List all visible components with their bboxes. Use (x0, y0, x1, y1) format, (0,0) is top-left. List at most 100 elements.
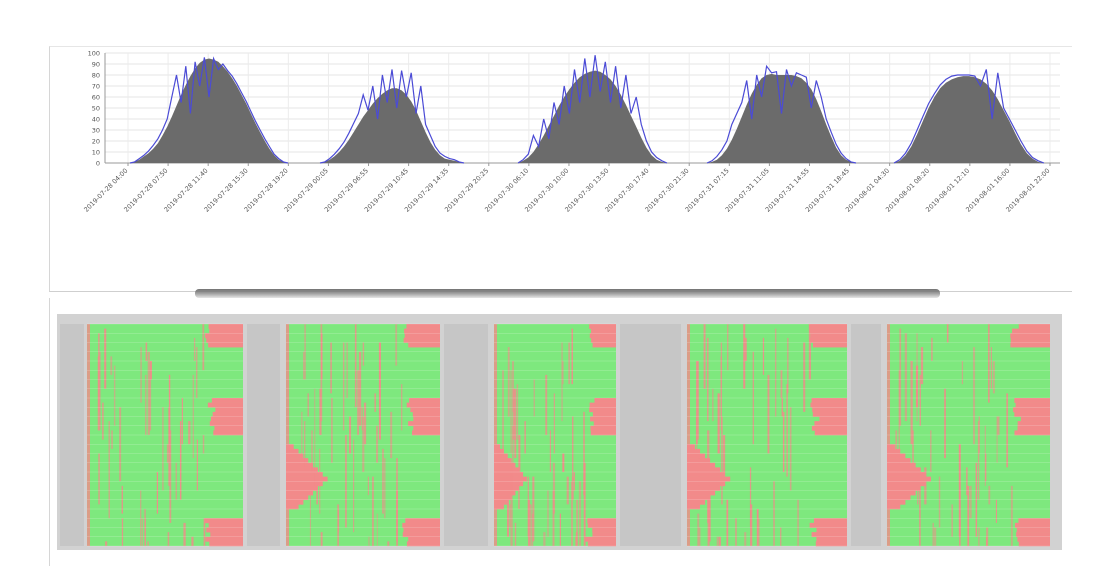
heatmap-cell (1017, 536, 1050, 542)
heatmap-cell (687, 467, 721, 473)
heatmap-streak (696, 361, 698, 445)
heatmap-streak (316, 481, 318, 505)
heatmap-cell (209, 541, 243, 547)
heatmap-streak (744, 337, 747, 361)
panel-divider-shadow (195, 289, 940, 298)
heatmap-cell (409, 398, 440, 403)
heatmap-streak (773, 481, 775, 546)
heatmap-streak (301, 411, 303, 454)
heatmap-cell (887, 485, 921, 491)
heatmap-cell (687, 448, 701, 454)
heatmap-inactive-gap (247, 324, 280, 546)
heatmap-streak (782, 411, 785, 472)
heatmap-cell (411, 430, 440, 436)
heatmap-group-4 (687, 323, 847, 547)
status-heatmap (57, 314, 1062, 550)
heatmap-cell (408, 421, 440, 427)
heatmap-cell (209, 421, 243, 427)
heatmap-cell (1018, 324, 1050, 329)
x-tick-label: 2019-07-31 11:05 (724, 167, 771, 214)
heatmap-streak (141, 518, 143, 546)
heatmap-streak (775, 328, 777, 417)
heatmap-streak (708, 485, 711, 542)
heatmap-cell (1014, 411, 1050, 417)
heatmap-cell (1018, 518, 1050, 524)
heatmap-streak (183, 522, 186, 546)
heatmap-streak (572, 416, 574, 482)
heatmap-cell (1017, 421, 1050, 427)
heatmap-streak (196, 439, 198, 491)
heatmap-inactive-gap (60, 324, 84, 546)
heatmap-streak (374, 393, 377, 412)
heatmap-streak (697, 513, 700, 546)
heatmap-group-1 (87, 323, 243, 547)
heatmap-cell (589, 402, 616, 408)
heatmap-streak (912, 430, 914, 468)
heatmap-streak (758, 518, 760, 546)
heatmap-cell (205, 333, 243, 339)
heatmap-cell (587, 522, 616, 528)
x-tick-label: 2019-07-31 14:55 (764, 167, 811, 214)
heatmap-cell (404, 328, 440, 334)
heatmap-cell (813, 518, 847, 524)
heatmap-streak (353, 439, 355, 533)
heatmap-cell (402, 532, 440, 538)
heatmap-streak (354, 324, 357, 408)
heatmap-cell (587, 541, 616, 547)
heatmap-cell (494, 467, 520, 473)
heatmap-streak (98, 453, 100, 505)
heatmap-cell (413, 425, 440, 431)
heatmap-streak (951, 504, 953, 537)
line-day-2019-07-28 (129, 56, 289, 164)
heatmap-cell (1020, 416, 1050, 422)
heatmap-streak (357, 370, 359, 435)
heatmap-streak (1006, 393, 1009, 468)
heatmap-streak (367, 476, 369, 496)
heatmap-cell (206, 337, 243, 343)
heatmap-streak (98, 351, 101, 431)
heatmap-streak (524, 421, 526, 454)
heatmap-streak (342, 342, 345, 431)
x-tick-label: 2019-08-01 04:30 (844, 167, 891, 214)
heatmap-streak (917, 467, 919, 505)
heatmap-cell (206, 527, 243, 533)
heatmap-streak (985, 453, 987, 482)
heatmap-cell (585, 536, 616, 542)
heatmap-cell (687, 495, 711, 501)
y-tick-label: 90 (92, 61, 100, 69)
heatmap-streak (320, 324, 323, 422)
x-tick-label: 2019-07-31 07:15 (684, 167, 731, 214)
heatmap-streak (319, 388, 322, 435)
heatmap-streak (543, 532, 546, 546)
heatmap-cell (204, 518, 243, 524)
heatmap-streak (944, 388, 946, 459)
heatmap-cell (812, 407, 847, 413)
heatmap-streak (789, 407, 792, 491)
heatmap-cell (816, 527, 847, 533)
heatmap-cell (413, 416, 440, 422)
heatmap-cell (1015, 402, 1050, 408)
heatmap-cell (814, 421, 847, 427)
heatmap-streak (512, 361, 514, 412)
heatmap-cell (887, 481, 926, 487)
heatmap-streak (562, 361, 564, 385)
heatmap-cell (210, 532, 243, 538)
heatmap-streak (368, 536, 370, 546)
heatmap-streak (147, 351, 150, 435)
heatmap-streak (330, 342, 332, 394)
heatmap-streak (145, 374, 147, 435)
heatmap-cell (592, 411, 616, 417)
heatmap-cell (207, 402, 243, 408)
heatmap-streak (149, 379, 152, 431)
heatmap-cell (589, 407, 616, 413)
heatmap-streak (512, 425, 514, 477)
heatmap-inactive-gap (851, 324, 881, 546)
heatmap-cell (811, 398, 847, 403)
heatmap-cell (592, 342, 616, 348)
heatmap-cell (816, 536, 847, 542)
heatmap-streak (720, 356, 722, 417)
heatmap-streak (787, 337, 789, 394)
heatmap-cell (494, 499, 508, 505)
heatmap-cell (494, 472, 524, 477)
heatmap-cell (494, 485, 520, 491)
